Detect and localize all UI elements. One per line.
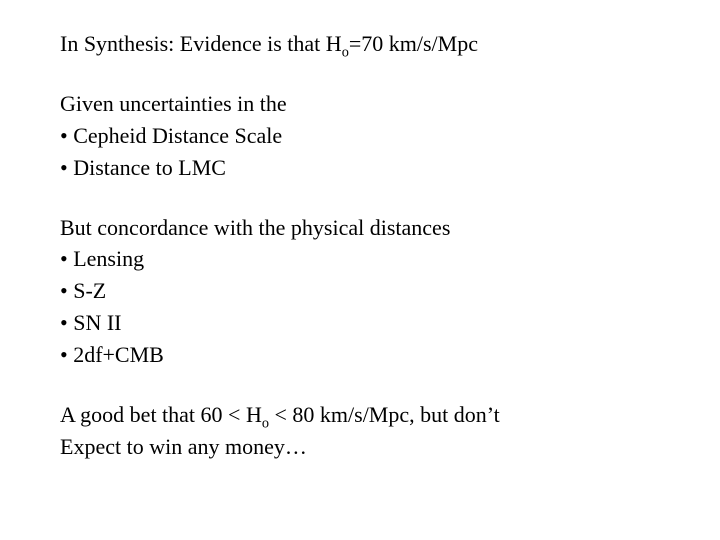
section2-intro: But concordance with the physical distan…	[60, 212, 660, 244]
section1-bullet-2: Distance to LMC	[60, 152, 660, 184]
title-subscript: o	[342, 44, 349, 60]
title-prefix: In Synthesis: Evidence is that H	[60, 31, 342, 56]
section2-bullet-2: S-Z	[60, 275, 660, 307]
section2-bullet-4: 2df+CMB	[60, 339, 660, 371]
section1-intro: Given uncertainties in the	[60, 88, 660, 120]
section2-bullet-3: SN II	[60, 307, 660, 339]
spacer	[60, 371, 660, 399]
title-line: In Synthesis: Evidence is that Ho=70 km/…	[60, 28, 660, 60]
conclusion-line1-suffix: < 80 km/s/Mpc, but don’t	[269, 402, 500, 427]
conclusion-line1-prefix: A good bet that 60 < H	[60, 402, 262, 427]
section2-bullet-1: Lensing	[60, 243, 660, 275]
slide-body: In Synthesis: Evidence is that Ho=70 km/…	[0, 0, 720, 540]
spacer	[60, 60, 660, 88]
spacer	[60, 184, 660, 212]
conclusion-line-2: Expect to win any money…	[60, 431, 660, 463]
conclusion-line-1: A good bet that 60 < Ho < 80 km/s/Mpc, b…	[60, 399, 660, 431]
section1-bullet-1: Cepheid Distance Scale	[60, 120, 660, 152]
conclusion-subscript: o	[262, 415, 269, 431]
title-suffix: =70 km/s/Mpc	[349, 31, 478, 56]
